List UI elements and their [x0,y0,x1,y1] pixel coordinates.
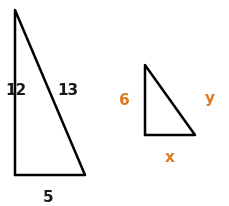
Text: 5: 5 [43,190,53,205]
Text: x: x [165,150,175,165]
Text: 6: 6 [119,92,130,108]
Text: 13: 13 [57,82,78,97]
Text: 12: 12 [5,82,26,97]
Text: y: y [205,90,215,105]
